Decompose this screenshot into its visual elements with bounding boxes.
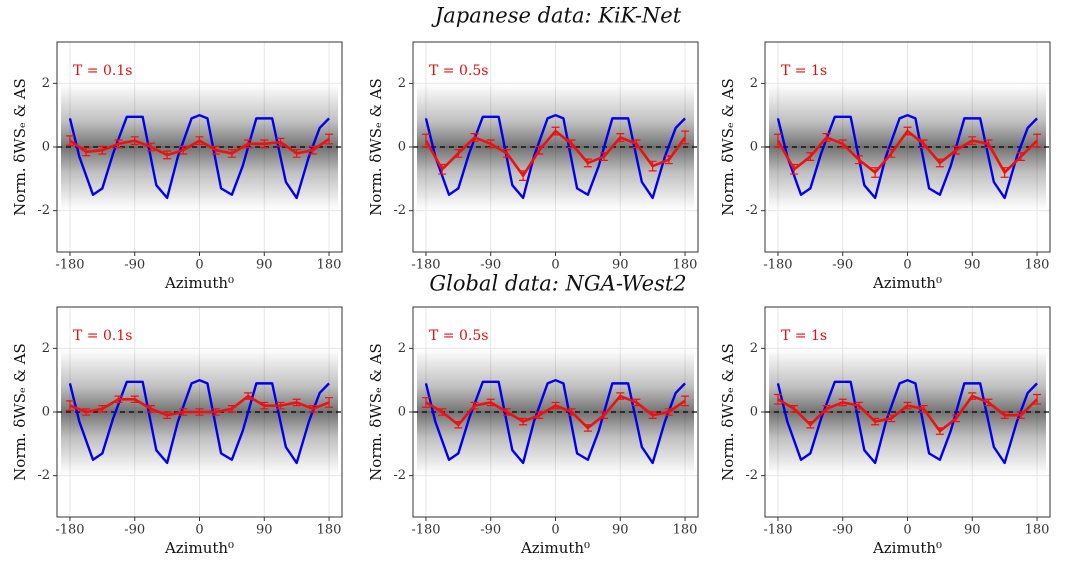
series-line [69,137,330,157]
x-axis-title: Azimuth⁰ [520,539,590,557]
x-tick-label: 180 [1025,523,1050,538]
series-line [425,394,686,430]
y-axis-title: Norm. δWSₑ & AS [719,78,737,216]
x-tick-label: -180 [411,258,440,273]
y-tick-label: 2 [42,341,50,356]
annotation: T = 0.1s [73,328,132,344]
x-axis-title: Azimuth⁰ [872,274,942,292]
series-line [69,394,330,417]
x-tick-label: -90 [124,523,145,538]
annotation: T = 0.1s [73,63,132,79]
y-tick-label: 2 [750,76,758,91]
x-tick-label: 0 [903,523,911,538]
x-tick-label: 0 [551,258,559,273]
y-tick-label: -2 [393,468,406,483]
x-tick-label: -180 [411,523,440,538]
series-line [776,378,1038,465]
y-tick-label: 2 [42,76,50,91]
x-axis-title: Azimuth⁰ [164,274,234,292]
x-tick-label: -180 [763,258,792,273]
x-tick-label: 90 [964,258,981,273]
y-tick-label: -2 [37,203,50,218]
y-tick-label: 0 [398,140,406,155]
y-tick-label: 0 [398,405,406,420]
y-tick-label: -2 [393,203,406,218]
y-tick-label: -2 [745,203,758,218]
x-tick-label: -90 [480,258,501,273]
row-title: Global data: NGA-West2 [429,272,686,296]
x-tick-label: 180 [317,258,342,273]
series-line [777,394,1038,433]
series-line [68,113,330,200]
y-tick-label: 0 [42,405,50,420]
error-bar [1033,393,1042,405]
x-tick-label: -180 [55,258,84,273]
x-tick-label: 90 [256,523,273,538]
x-tick-label: 180 [673,523,698,538]
x-tick-label: -90 [124,258,145,273]
x-tick-label: 0 [195,258,203,273]
x-tick-label: -90 [832,258,853,273]
series-line [776,113,1038,200]
x-tick-label: 90 [612,523,629,538]
x-tick-label: 0 [903,258,911,273]
series-line [424,113,686,200]
y-axis-title: Norm. δWSₑ & AS [367,343,385,481]
series-line [424,129,687,177]
y-tick-label: 2 [398,76,406,91]
x-tick-label: -180 [55,523,84,538]
x-tick-label: 180 [317,523,342,538]
y-axis-title: Norm. δWSₑ & AS [719,343,737,481]
y-tick-label: 0 [750,140,758,155]
x-tick-label: 90 [612,258,629,273]
annotation: T = 1s [781,63,827,79]
annotation: T = 0.5s [429,328,488,344]
x-tick-label: 90 [256,258,273,273]
x-tick-label: 180 [1025,258,1050,273]
x-tick-label: -90 [832,523,853,538]
series-line [68,378,330,465]
error-bar [1033,133,1042,148]
y-tick-label: 0 [42,140,50,155]
series-line [776,129,1038,174]
x-tick-label: 0 [551,523,559,538]
y-tick-label: 2 [398,341,406,356]
x-tick-label: -180 [763,523,792,538]
y-tick-label: 2 [750,341,758,356]
row-title: Japanese data: KiK-Net [431,4,682,28]
y-tick-label: -2 [745,468,758,483]
y-axis-title: Norm. δWSₑ & AS [11,78,29,216]
y-axis-title: Norm. δWSₑ & AS [367,78,385,216]
annotation: T = 0.5s [429,63,488,79]
y-tick-label: -2 [37,468,50,483]
x-axis-title: Azimuth⁰ [872,539,942,557]
x-axis-title: Azimuth⁰ [164,539,234,557]
x-tick-label: 90 [964,523,981,538]
x-tick-label: 180 [673,258,698,273]
x-tick-label: -90 [480,523,501,538]
y-axis-title: Norm. δWSₑ & AS [11,343,29,481]
y-tick-label: 0 [750,405,758,420]
annotation: T = 1s [781,328,827,344]
series-line [424,378,686,465]
x-tick-label: 0 [195,523,203,538]
